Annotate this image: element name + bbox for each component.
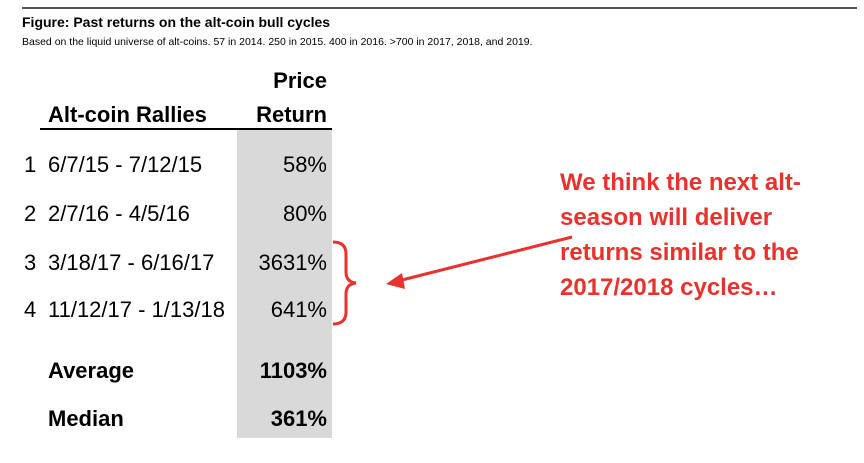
callout-line: We think the next alt- [560, 169, 801, 196]
figure-subtitle: Based on the liquid universe of alt-coin… [22, 36, 533, 48]
row-number: 2 [24, 201, 37, 226]
row-period: 6/7/15 - 7/12/15 [48, 152, 203, 177]
callout-line: returns similar to the [560, 239, 799, 266]
row-return: 3631% [258, 250, 327, 275]
average-label: Average [48, 358, 135, 383]
return-header: Return [256, 102, 327, 127]
rallies-header: Alt-coin Rallies [48, 102, 207, 127]
header-underline [40, 128, 332, 130]
row-period: 2/7/16 - 4/5/16 [48, 201, 190, 226]
arrow-head-icon [386, 273, 405, 289]
arrow-line [397, 235, 573, 283]
row-number: 4 [24, 297, 37, 322]
return-column-shading [237, 128, 332, 438]
figure-title: Figure: Past returns on the alt-coin bul… [22, 14, 331, 30]
callout-line: 2017/2018 cycles… [560, 274, 778, 301]
median-value: 361% [270, 406, 327, 431]
callout-text: We think the next alt- season will deliv… [560, 165, 860, 305]
callout-line: season will deliver [560, 204, 773, 231]
brace-icon [332, 240, 357, 326]
top-rule [22, 7, 857, 9]
row-number: 3 [24, 250, 37, 275]
row-period: 3/18/17 - 6/16/17 [48, 250, 215, 275]
row-return: 58% [282, 152, 327, 177]
row-number: 1 [24, 152, 37, 177]
row-period: 11/12/17 - 1/13/18 [48, 297, 225, 322]
price-header: Price [273, 68, 327, 93]
row-return: 641% [270, 297, 327, 322]
average-value: 1103% [259, 358, 327, 383]
row-return: 80% [282, 201, 327, 226]
median-label: Median [48, 406, 124, 431]
